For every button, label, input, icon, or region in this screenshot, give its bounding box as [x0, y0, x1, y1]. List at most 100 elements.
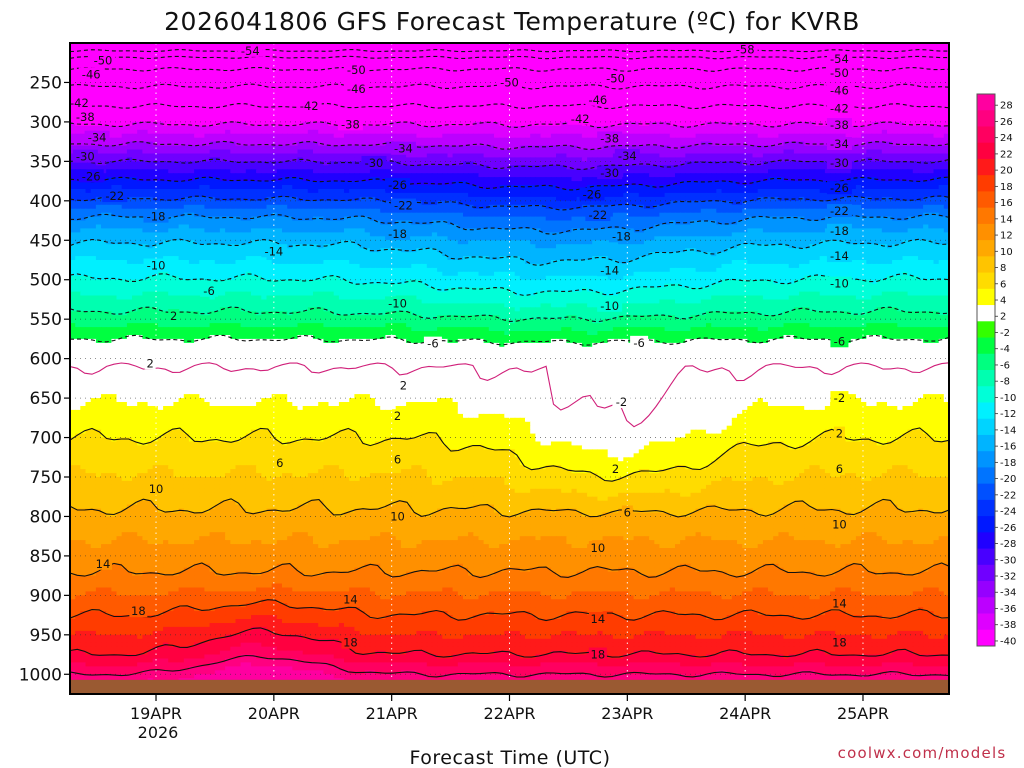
field-cell: [80, 59, 86, 64]
field-cell: [468, 55, 474, 60]
field-cell: [318, 63, 324, 67]
field-cell: [711, 67, 717, 72]
field-cell: [494, 51, 500, 56]
field-cell: [701, 83, 707, 88]
field-cell: [303, 75, 309, 80]
field-cell: [458, 63, 464, 67]
field-cell: [458, 59, 464, 64]
field-cell: [427, 63, 433, 67]
field-cell: [106, 79, 112, 84]
field-cell: [939, 59, 945, 64]
field-cell: [773, 59, 779, 64]
field-cell: [701, 63, 707, 67]
field-cell: [784, 75, 790, 80]
temperature-time-height-chart: 2026041806 GFS Forecast Temperature (ºC)…: [0, 0, 1024, 768]
field-cell: [422, 59, 428, 64]
field-cell: [582, 75, 588, 80]
field-cell: [608, 51, 614, 56]
field-cell: [582, 79, 588, 84]
field-cell: [913, 63, 919, 67]
field-cell: [148, 75, 154, 80]
field-cell: [918, 59, 924, 64]
field-cell: [644, 63, 650, 67]
field-cell: [551, 47, 557, 52]
field-cell: [582, 59, 588, 64]
field-cell: [654, 59, 660, 64]
field-cell: [711, 79, 717, 84]
field-cell: [401, 71, 407, 76]
field-cell: [323, 75, 329, 80]
field-cell: [303, 59, 309, 64]
field-cell: [189, 51, 195, 56]
field-cell: [887, 79, 893, 84]
field-cell: [111, 71, 117, 76]
field-cell: [142, 59, 148, 64]
field-cell: [778, 75, 784, 80]
field-cell: [587, 51, 593, 56]
field-cell: [654, 63, 660, 67]
field-cell: [861, 63, 867, 67]
field-cell: [561, 79, 567, 84]
field-cell: [525, 71, 531, 76]
field-cell: [815, 59, 821, 64]
field-cell: [468, 63, 474, 67]
field-cell: [887, 47, 893, 52]
field-cell: [918, 75, 924, 80]
field-cell: [804, 59, 810, 64]
field-cell: [820, 71, 826, 76]
field-cell: [675, 75, 681, 80]
field-cell: [566, 71, 572, 76]
field-cell: [385, 55, 391, 60]
field-cell: [354, 47, 360, 52]
field-cell: [649, 79, 655, 84]
field-cell: [380, 59, 386, 64]
field-cell: [298, 67, 304, 72]
field-cell: [158, 71, 164, 76]
field-cell: [122, 71, 128, 76]
field-cell: [742, 59, 748, 64]
field-cell: [385, 59, 391, 64]
field-cell: [251, 71, 257, 76]
field-cell: [882, 75, 888, 80]
field-cell: [716, 59, 722, 64]
field-cell: [344, 55, 350, 60]
field-cell: [835, 47, 841, 52]
field-cell: [913, 55, 919, 60]
field-cell: [344, 47, 350, 52]
field-cell: [122, 63, 128, 67]
field-cell: [437, 51, 443, 56]
field-cell: [106, 75, 112, 80]
field-cell: [639, 63, 645, 67]
field-cell: [132, 63, 138, 67]
field-cell: [375, 47, 381, 52]
field-cell: [897, 75, 903, 80]
field-cell: [313, 75, 319, 80]
field-cell: [318, 59, 324, 64]
field-cell: [628, 47, 634, 52]
field-cell: [396, 59, 402, 64]
field-cell: [670, 59, 676, 64]
field-cell: [173, 71, 179, 76]
field-cell: [422, 79, 428, 84]
field-cell: [122, 79, 128, 84]
field-cell: [349, 55, 355, 60]
field-cell: [168, 79, 174, 84]
field-cell: [484, 51, 490, 56]
field-cell: [473, 79, 479, 84]
field-cell: [773, 75, 779, 80]
field-cell: [618, 63, 624, 67]
field-cell: [432, 71, 438, 76]
field-cell: [691, 83, 697, 88]
field-cell: [804, 75, 810, 80]
field-cell: [437, 47, 443, 52]
field-cell: [117, 59, 123, 64]
field-cell: [256, 71, 262, 76]
field-cell: [292, 75, 298, 80]
field-cell: [871, 59, 877, 64]
field-cell: [556, 71, 562, 76]
field-cell: [313, 59, 319, 64]
field-cell: [856, 51, 862, 56]
field-cell: [815, 75, 821, 80]
field-cell: [442, 51, 448, 56]
field-cell: [680, 83, 686, 88]
